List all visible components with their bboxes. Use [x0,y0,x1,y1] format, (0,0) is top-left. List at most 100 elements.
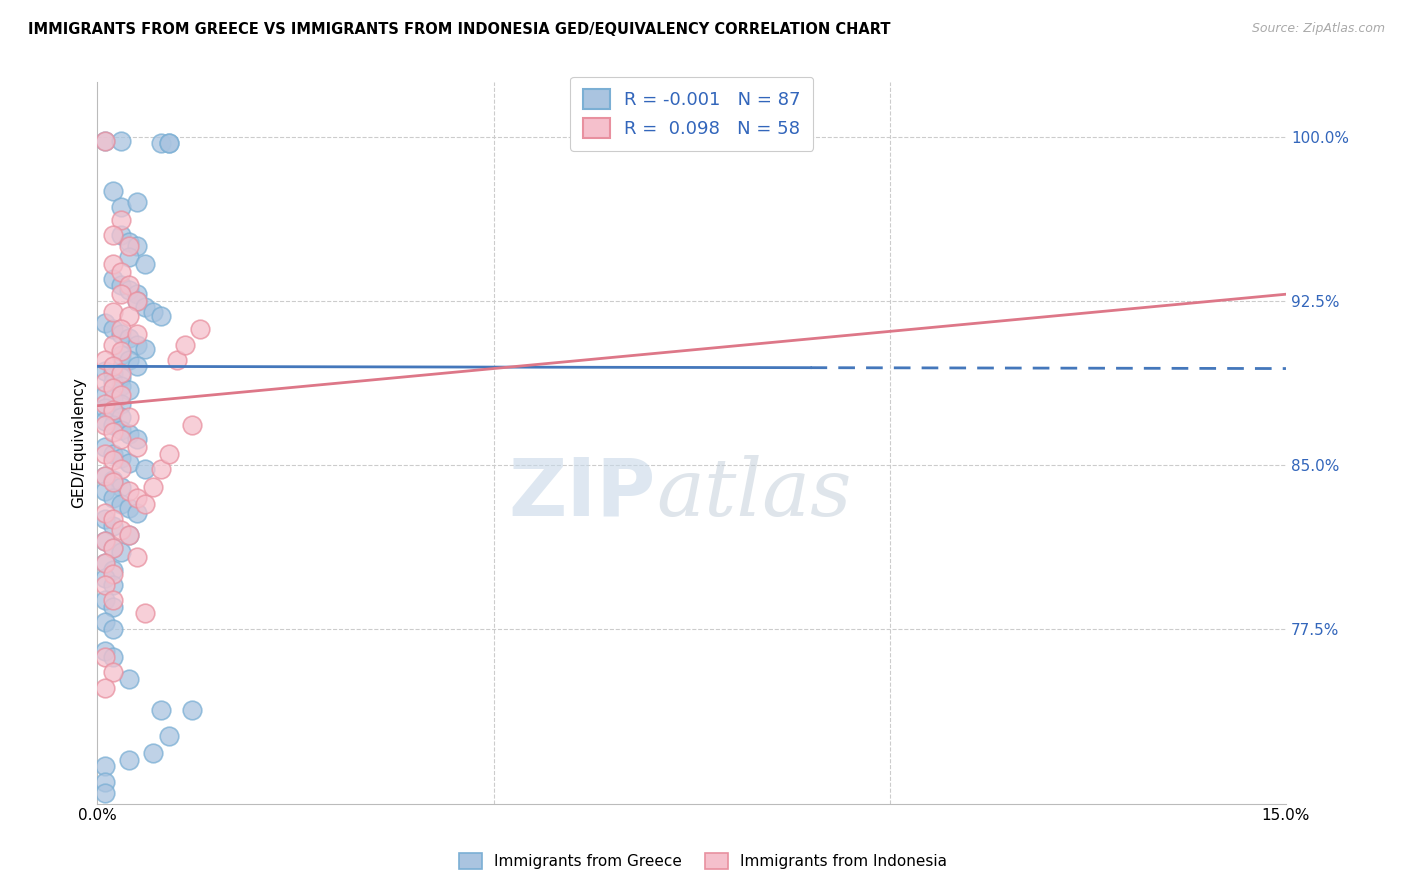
Point [110,213,132,227]
Point [94,468,117,483]
Point [125,337,148,351]
Point [103,304,125,318]
Point [110,451,132,466]
Point [94,571,117,585]
Point [103,491,125,505]
Point [103,541,125,555]
Point [110,322,132,336]
Point [181,703,204,717]
Point [125,440,148,454]
Point [149,136,172,151]
Point [103,405,125,419]
Point [94,786,117,800]
Point [166,352,188,367]
Point [110,432,132,446]
Point [103,366,125,380]
Point [103,578,125,592]
Point [110,388,132,402]
Point [110,480,132,494]
Text: Source: ZipAtlas.com: Source: ZipAtlas.com [1251,22,1385,36]
Point [103,337,125,351]
Point [125,506,148,520]
Point [94,774,117,789]
Point [118,672,141,686]
Point [103,418,125,433]
Point [134,257,156,271]
Point [110,265,132,279]
Point [118,501,141,516]
Point [149,703,172,717]
Point [134,462,156,476]
Point [94,396,117,410]
Point [94,556,117,570]
Point [103,425,125,439]
Point [142,747,165,761]
Point [118,427,141,442]
Point [134,607,156,621]
Point [103,272,125,286]
Point [110,462,132,476]
Point [157,447,180,461]
Point [118,250,141,264]
Point [110,287,132,301]
Point [94,643,117,657]
Point [110,545,132,559]
Point [94,593,117,607]
Point [94,401,117,415]
Point [94,414,117,428]
Point [103,375,125,389]
Point [103,257,125,271]
Point [103,622,125,636]
Point [110,344,132,359]
Point [118,309,141,323]
Point [173,337,195,351]
Point [94,440,117,454]
Point [134,497,156,511]
Text: IMMIGRANTS FROM GREECE VS IMMIGRANTS FROM INDONESIA GED/EQUIVALENCY CORRELATION : IMMIGRANTS FROM GREECE VS IMMIGRANTS FRO… [28,22,890,37]
Point [125,549,148,564]
Point [94,364,117,378]
Point [125,432,148,446]
Point [94,483,117,498]
Point [103,359,125,374]
Point [103,512,125,526]
Point [118,384,141,398]
Point [142,304,165,318]
Point [125,239,148,253]
Y-axis label: GED/Equivalency: GED/Equivalency [72,377,86,508]
Point [181,418,204,433]
Point [94,650,117,665]
Point [94,759,117,773]
Point [94,578,117,592]
Point [103,665,125,680]
Point [103,475,125,490]
Point [94,388,117,402]
Point [110,326,132,341]
Point [125,491,148,505]
Point [110,134,132,148]
Point [110,366,132,380]
Point [94,681,117,695]
Point [103,453,125,467]
Point [118,331,141,345]
Point [94,352,117,367]
Point [103,599,125,614]
Point [149,309,172,323]
Point [134,301,156,315]
Text: atlas: atlas [657,455,852,533]
Point [118,527,141,541]
Point [190,322,212,336]
Legend: Immigrants from Greece, Immigrants from Indonesia: Immigrants from Greece, Immigrants from … [453,847,953,875]
Point [94,316,117,330]
Point [125,293,148,308]
Point [94,418,117,433]
Point [142,480,165,494]
Point [94,134,117,148]
Point [157,729,180,743]
Point [94,534,117,549]
Point [103,473,125,487]
Point [94,615,117,629]
Point [103,519,125,533]
Point [125,293,148,308]
Text: ZIP: ZIP [509,454,657,533]
